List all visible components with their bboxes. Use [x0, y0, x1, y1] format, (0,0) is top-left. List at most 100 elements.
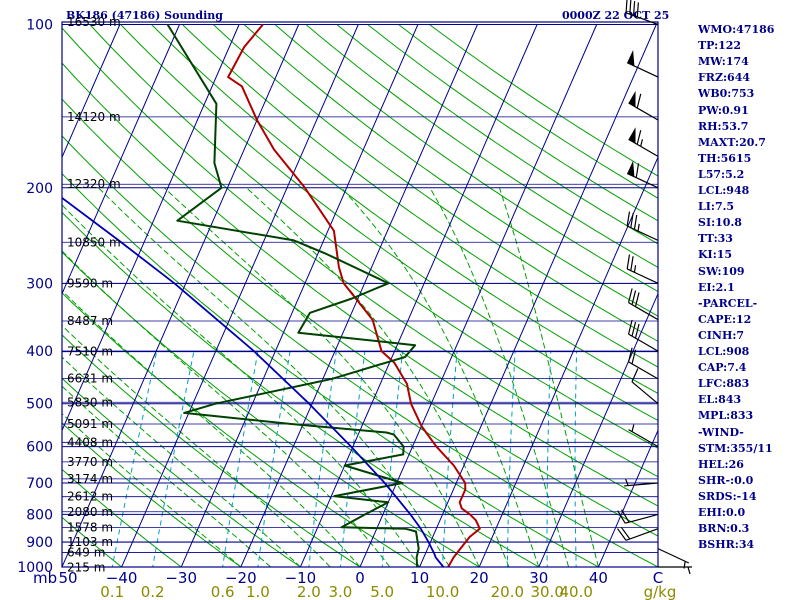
- isotherm: [0, 25, 1, 579]
- index-item: SHR-:0.0: [698, 473, 754, 487]
- dry-adiabat: [62, 422, 242, 567]
- wind-barb: [627, 319, 659, 352]
- isotherm: [359, 24, 598, 567]
- dry-adiabat: [274, 24, 658, 293]
- index-item: CAP:7.4: [698, 361, 747, 375]
- dry-adiabat: [62, 377, 302, 567]
- temperature-tick-label: 20: [470, 569, 489, 587]
- moist-adiabat: [62, 324, 331, 567]
- mixing-ratio-line: [222, 351, 259, 567]
- isotherm: [62, 24, 240, 432]
- height-label: 10850 m: [67, 235, 121, 249]
- wind-barb: [631, 368, 659, 405]
- dry-adiabat: [120, 24, 658, 422]
- dry-adiabat: [62, 98, 658, 537]
- index-item: LCL:908: [698, 345, 750, 358]
- temperature-curve: [227, 23, 481, 567]
- temperature-tick-label: 40: [589, 569, 608, 587]
- mixing-ratio-label: 30.0: [530, 583, 563, 600]
- height-label: 649 m: [67, 545, 105, 559]
- pressure-tick-label: 800: [26, 507, 53, 523]
- height-label: 3174 m: [67, 472, 113, 486]
- index-item: SI:10.8: [698, 216, 742, 230]
- height-label: 2080 m: [67, 505, 113, 519]
- isotherm: [180, 24, 419, 567]
- height-label: 5091 m: [67, 417, 113, 431]
- moist-adiabat: [429, 187, 570, 567]
- index-item: TP:122: [698, 39, 742, 53]
- wind-barb: [617, 509, 659, 524]
- index-item: KI:15: [698, 248, 733, 262]
- parcel-curve: [62, 196, 445, 567]
- mixing-ratio-line: [257, 351, 291, 567]
- height-label: 14120 m: [67, 110, 121, 124]
- mixing-ratio-unit: g/kg: [644, 583, 677, 600]
- isotherm: [419, 24, 657, 567]
- dry-adiabat: [151, 24, 658, 395]
- dewpoint-curve: [166, 23, 420, 567]
- index-item: BSHR:34: [698, 538, 755, 552]
- mixing-ratio-label: 5.0: [370, 583, 394, 600]
- dry-adiabat: [212, 24, 658, 342]
- dry-adiabat: [62, 62, 658, 507]
- index-item: TT:33: [698, 232, 733, 246]
- mixing-ratio-label: 20.0: [491, 583, 524, 600]
- temperature-tick-label: 50: [58, 569, 77, 587]
- background-grid: [0, 22, 658, 579]
- wind-barb: [624, 478, 659, 487]
- height-label: 1103 m: [67, 535, 113, 549]
- pressure-unit-label: mb: [33, 569, 57, 587]
- height-label: 12320 m: [67, 177, 121, 191]
- pressure-tick-label: 400: [26, 344, 53, 360]
- index-item: LFC:883: [698, 377, 750, 391]
- mixing-ratio-line: [308, 351, 337, 567]
- dry-adiabat: [62, 135, 658, 567]
- temperature-tick-label: C: [653, 569, 663, 587]
- index-item: EHI:0.0: [698, 506, 746, 519]
- index-item: SRDS:-14: [698, 489, 757, 503]
- temperature-tick-label: −30: [165, 569, 197, 587]
- height-label: 1578 m: [67, 521, 113, 535]
- temperature-tick-label: 30: [529, 569, 548, 587]
- isotherm: [240, 24, 478, 567]
- isotherm: [299, 24, 538, 567]
- temperature-tick-label: 10: [410, 569, 429, 587]
- wind-barb: [628, 90, 659, 121]
- height-label: 215 m: [67, 560, 105, 574]
- index-item: LI:7.5: [698, 200, 735, 214]
- index-item: FRZ:644: [698, 71, 751, 85]
- mixing-ratio-line: [574, 351, 578, 567]
- pressure-tick-label: 100: [26, 18, 53, 34]
- height-label: 2612 m: [67, 490, 113, 504]
- index-item: HEL:26: [698, 457, 744, 471]
- isotherm: [478, 155, 658, 567]
- dry-adiabat: [62, 211, 540, 567]
- mixing-ratio-label: 2.0: [297, 583, 321, 600]
- index-item: TH:5615: [698, 151, 752, 165]
- mixing-ratio-line: [442, 351, 458, 567]
- wind-barb: [627, 288, 659, 321]
- wind-barb: [626, 254, 659, 284]
- dry-adiabat: [243, 24, 658, 317]
- wind-barb: [626, 211, 659, 241]
- dry-adiabat: [62, 468, 183, 567]
- wind-barb: [657, 548, 690, 569]
- pressure-tick-label: 1000: [17, 560, 53, 576]
- index-item: L57:5.2: [698, 167, 745, 181]
- index-item: -WIND-: [698, 425, 744, 439]
- mixing-ratio-label: 10.0: [426, 583, 459, 600]
- index-item: MAXT:20.7: [698, 135, 766, 149]
- dry-adiabat: [62, 334, 361, 567]
- index-item: -PARCEL-: [698, 296, 758, 310]
- wind-barbs: [617, 0, 692, 575]
- wind-barb: [628, 424, 659, 448]
- plot-frame: [61, 21, 659, 568]
- index-item: MPL:833: [698, 409, 754, 423]
- index-item: CAPE:12: [698, 312, 752, 326]
- mixing-ratio-line: [111, 350, 158, 567]
- index-item: STM:355/11: [698, 441, 773, 455]
- height-label: 9590 m: [67, 276, 113, 290]
- height-label: 3770 m: [67, 455, 113, 469]
- pressure-tick-label: 600: [26, 440, 53, 456]
